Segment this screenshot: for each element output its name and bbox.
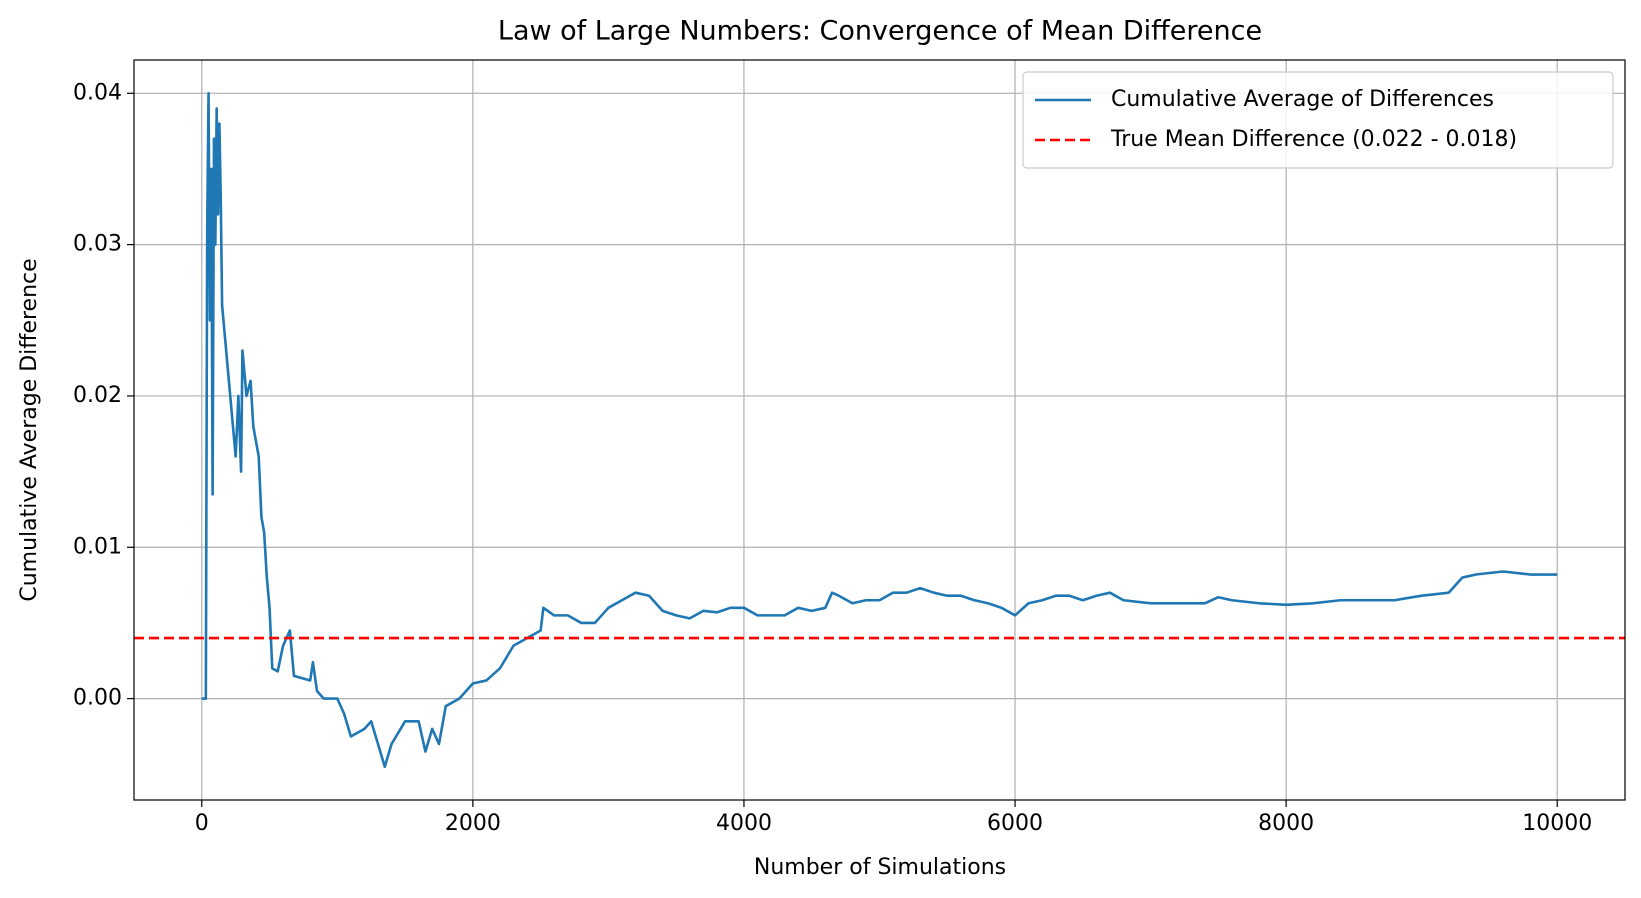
data-line [201, 91, 1558, 769]
x-tick-label: 8000 [1258, 811, 1314, 836]
y-tick-label: 0.01 [73, 534, 122, 559]
x-tick-label: 0 [195, 811, 209, 836]
y-axis-label: Cumulative Average Difference [17, 258, 42, 601]
y-tick-label: 0.02 [73, 383, 122, 408]
x-tick-label: 10000 [1522, 811, 1592, 836]
legend-label: True Mean Difference (0.022 - 0.018) [1110, 127, 1517, 152]
y-tick-label: 0.00 [73, 686, 122, 711]
plot-frame [133, 59, 1626, 801]
x-tick-label: 4000 [716, 811, 772, 836]
x-tick-label: 6000 [987, 811, 1043, 836]
y-tick-label: 0.03 [73, 232, 122, 257]
y-tick-label: 0.04 [73, 80, 122, 105]
x-axis-label: Number of Simulations [754, 855, 1006, 880]
legend-label: Cumulative Average of Differences [1111, 87, 1494, 112]
chart-title: Law of Large Numbers: Convergence of Mea… [498, 16, 1262, 47]
legend-box [1022, 71, 1614, 169]
x-tick-label: 2000 [445, 811, 501, 836]
